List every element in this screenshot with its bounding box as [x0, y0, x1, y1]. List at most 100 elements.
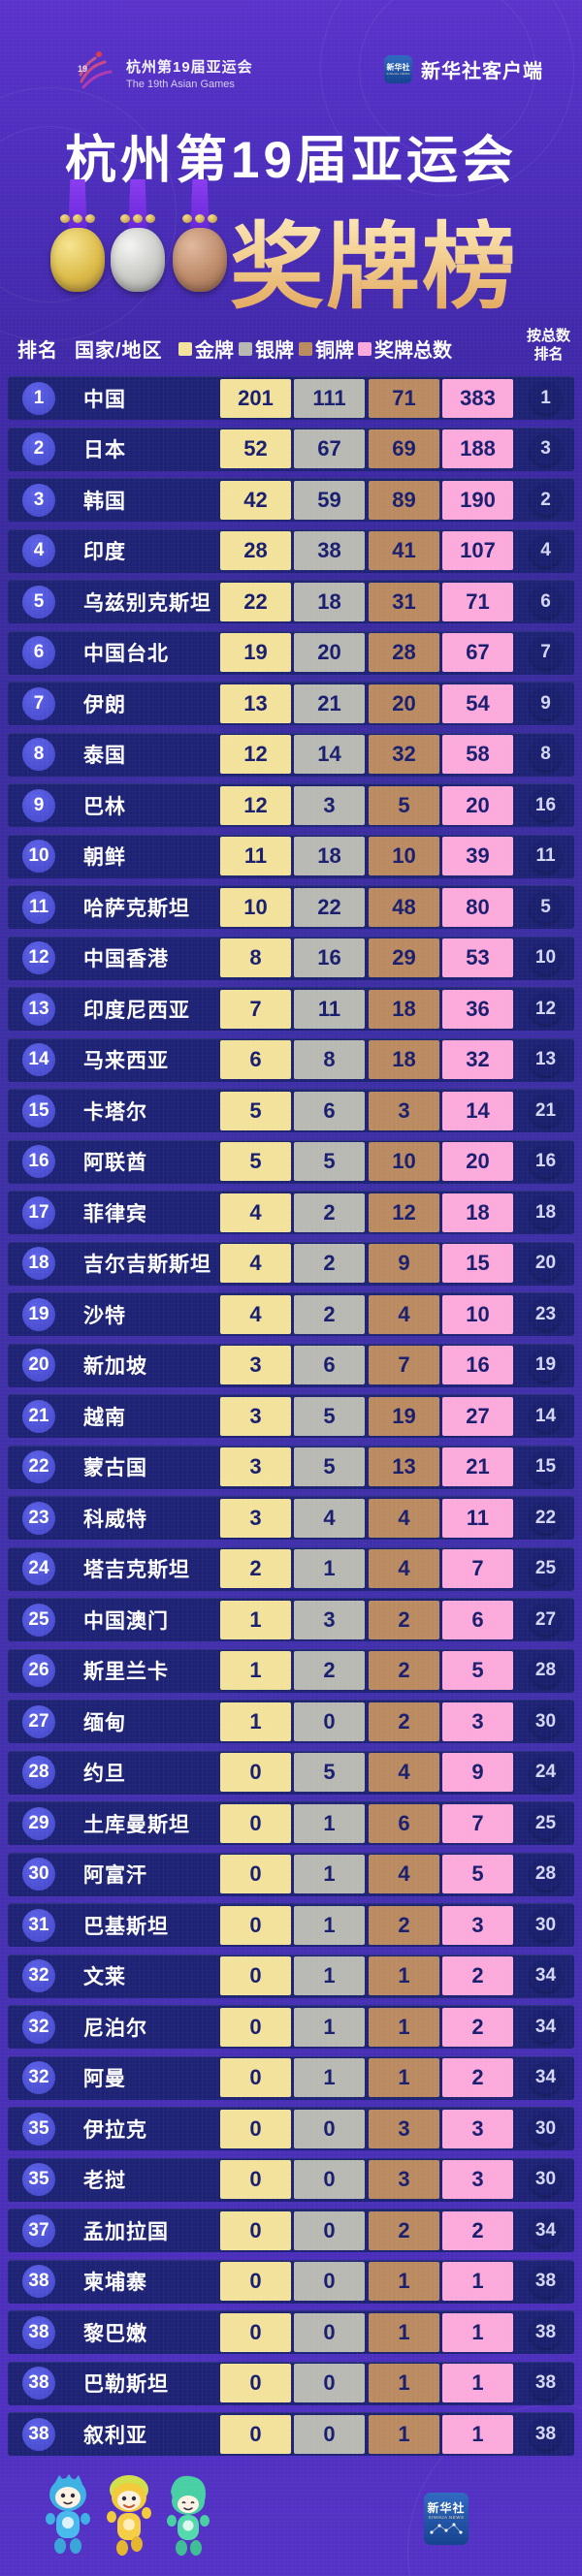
total-rank-badge: 30 [530, 2113, 562, 2145]
bronze-count: 1 [369, 2007, 439, 2047]
silver-count: 18 [294, 837, 365, 875]
gold-count: 0 [220, 2262, 291, 2301]
country-name: 科威特 [83, 1508, 147, 1531]
gold-count: 22 [220, 582, 291, 621]
gold-count: 42 [220, 480, 291, 520]
silver-count: 21 [294, 684, 365, 723]
total-rank-badge: 11 [530, 840, 562, 873]
bronze-count: 10 [369, 1142, 439, 1181]
bronze-count: 2 [369, 1905, 439, 1945]
table-row: 9 巴林 12 3 5 20 16 [8, 783, 574, 827]
silver-count: 38 [294, 531, 365, 570]
table-row: 32 阿曼 0 1 1 2 34 [8, 2055, 574, 2100]
table-row: 32 尼泊尔 0 1 1 2 34 [8, 2005, 574, 2049]
bronze-count: 1 [369, 2262, 439, 2301]
silver-count: 2 [294, 1244, 365, 1283]
country-name: 韩国 [83, 490, 126, 513]
table-row: 2 日本 52 67 69 188 3 [8, 427, 574, 471]
bronze-count: 4 [369, 1855, 439, 1893]
silver-count: 0 [294, 2210, 365, 2250]
table-row: 14 马来西亚 6 8 18 32 13 [8, 1037, 574, 1082]
country-name: 阿联酋 [83, 1152, 147, 1174]
silver-count: 1 [294, 1803, 365, 1843]
xinhua-client-logo: 新华社 XINHUA NEWS 新华社客户端 [384, 55, 543, 83]
silver-count: 0 [294, 2109, 365, 2148]
total-count: 3 [442, 1701, 513, 1741]
xinhua-footer-subtext: XINHUA NEWS [428, 2514, 465, 2520]
bronze-count: 32 [369, 735, 439, 774]
total-count: 80 [442, 887, 513, 927]
country-name: 马来西亚 [83, 1050, 169, 1072]
top-bar: 19 杭州第19届亚运会 The 19th Asian Games 新华社 XI… [0, 0, 582, 107]
bronze-count: 1 [369, 1956, 439, 1995]
silver-count: 3 [294, 1600, 365, 1639]
silver-count: 18 [294, 582, 365, 621]
table-row: 18 吉尔吉斯斯坦 4 2 9 15 20 [8, 1241, 574, 1286]
games-logo-title-en: The 19th Asian Games [126, 79, 235, 90]
country-name: 印度 [83, 541, 126, 563]
total-count: 21 [442, 1447, 513, 1486]
total-rank-badge: 18 [530, 1196, 562, 1228]
gold-count: 0 [220, 1855, 291, 1893]
total-rank-badge: 23 [530, 1298, 562, 1330]
silver-count: 0 [294, 2160, 365, 2199]
silver-count: 22 [294, 887, 365, 927]
rank-badge: 25 [22, 1603, 55, 1637]
total-rank-badge: 16 [530, 1145, 562, 1178]
table-header: 排名 国家/地区 金牌 银牌 铜牌 奖牌总数 按总数 排名 [0, 323, 582, 371]
country-name: 阿富汗 [83, 1864, 147, 1887]
bronze-count: 41 [369, 531, 439, 570]
silver-legend-swatch [239, 341, 252, 356]
gold-count: 2 [220, 1549, 291, 1588]
country-name: 哈萨克斯坦 [83, 897, 190, 920]
column-total-rank-line1: 按总数 [526, 328, 570, 344]
bronze-count: 18 [369, 989, 439, 1029]
column-total-rank: 按总数 排名 [527, 327, 570, 364]
gold-count: 5 [220, 1142, 291, 1181]
rank-badge: 5 [22, 585, 55, 619]
total-count: 188 [442, 429, 513, 468]
bronze-count: 4 [369, 1549, 439, 1588]
rank-badge: 22 [22, 1450, 55, 1483]
total-count: 53 [442, 938, 513, 977]
column-bronze: 铜牌 [299, 334, 354, 363]
medal-table-title: 奖牌榜 [230, 190, 518, 327]
bronze-count: 89 [369, 480, 439, 520]
country-name: 约旦 [83, 1763, 126, 1785]
total-count: 3 [442, 2109, 513, 2148]
table-row: 38 叙利亚 0 0 1 1 38 [8, 2412, 574, 2456]
bronze-count: 10 [369, 837, 439, 875]
rank-badge: 32 [22, 2010, 55, 2044]
gold-count: 1 [220, 1701, 291, 1741]
column-rank: 排名 [17, 340, 58, 362]
rank-badge: 26 [22, 1654, 55, 1687]
country-name: 新加坡 [83, 1355, 147, 1378]
total-rank-badge: 38 [530, 2367, 562, 2400]
table-row: 12 中国香港 8 16 29 53 10 [8, 936, 574, 980]
gold-count: 0 [220, 2414, 291, 2454]
country-name: 中国香港 [83, 948, 169, 970]
total-rank-badge: 34 [530, 2214, 562, 2246]
medal-clasp [182, 214, 217, 224]
country-name: 柬埔寨 [83, 2272, 147, 2294]
total-count: 1 [442, 2364, 513, 2402]
bronze-count: 2 [369, 1701, 439, 1741]
gold-count: 0 [220, 2109, 291, 2148]
table-row: 38 柬埔寨 0 0 1 1 38 [8, 2259, 574, 2304]
gold-count: 6 [220, 1040, 291, 1079]
rank-badge: 20 [22, 1349, 55, 1382]
total-rank-badge: 30 [530, 1705, 562, 1737]
rank-badge: 35 [22, 2163, 55, 2196]
rank-badge: 38 [22, 2367, 55, 2400]
total-count: 32 [442, 1040, 513, 1079]
total-count: 2 [442, 2007, 513, 2047]
total-count: 10 [442, 1294, 513, 1334]
bronze-count: 3 [369, 1091, 439, 1130]
rank-badge: 2 [22, 432, 55, 465]
gold-medal-icon [50, 179, 105, 298]
table-row: 17 菲律宾 4 2 12 18 18 [8, 1191, 574, 1234]
medal-ribbon [190, 179, 210, 236]
bronze-count: 1 [369, 2312, 439, 2352]
total-rank-badge: 30 [530, 1909, 562, 1941]
gold-count: 0 [220, 1956, 291, 1995]
